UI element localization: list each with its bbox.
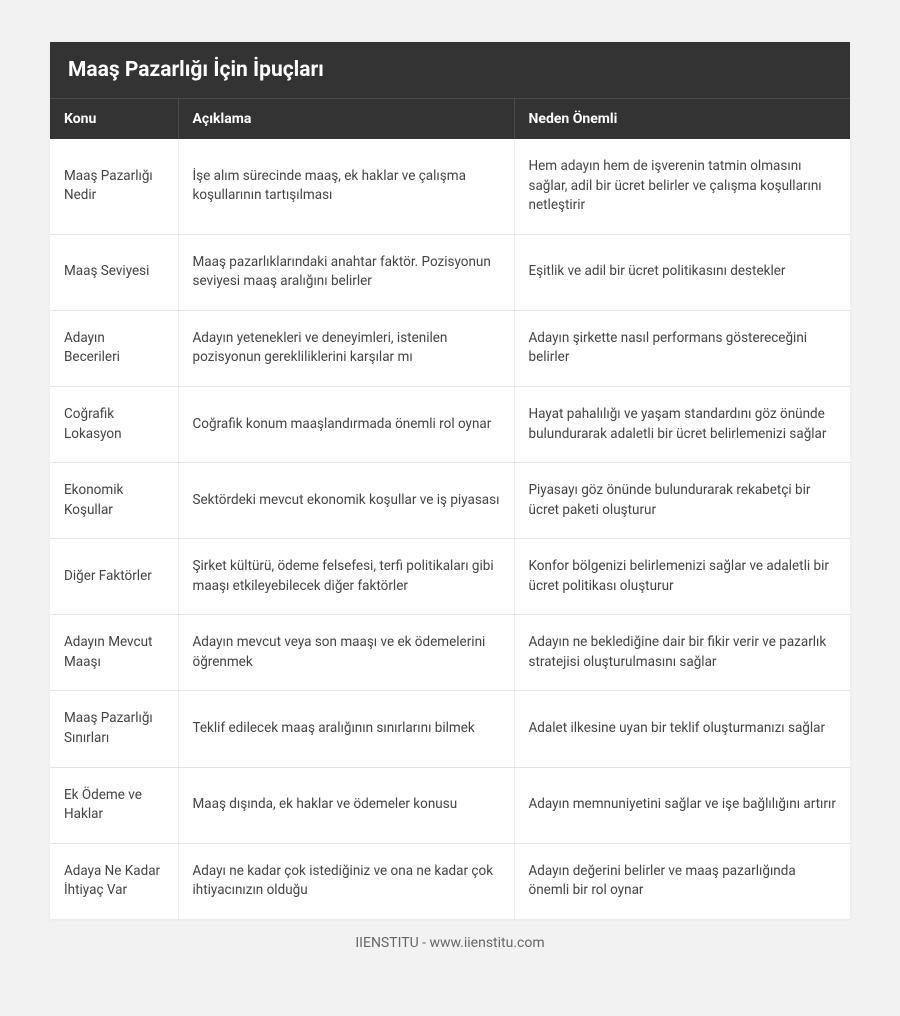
table-row: Ek Ödeme ve HaklarMaaş dışında, ek hakla… bbox=[50, 767, 850, 843]
cell-neden: Piyasayı göz önünde bulundurarak rekabet… bbox=[514, 463, 850, 539]
cell-neden: Adalet ilkesine uyan bir teklif oluşturm… bbox=[514, 691, 850, 767]
cell-neden: Eşitlik ve adil bir ücret politikasını d… bbox=[514, 234, 850, 310]
cell-konu: Adayın Mevcut Maaşı bbox=[50, 615, 178, 691]
cell-aciklama: Maaş dışında, ek haklar ve ödemeler konu… bbox=[178, 767, 514, 843]
cell-aciklama: Maaş pazarlıklarındaki anahtar faktör. P… bbox=[178, 234, 514, 310]
table-card: Maaş Pazarlığı İçin İpuçları Konu Açıkla… bbox=[50, 42, 850, 919]
footer-text: IIENSTITU - www.iienstitu.com bbox=[50, 919, 850, 951]
cell-neden: Hayat pahalılığı ve yaşam standardını gö… bbox=[514, 386, 850, 462]
cell-aciklama: Şirket kültürü, ödeme felsefesi, terfi p… bbox=[178, 539, 514, 615]
cell-aciklama: İşe alım sürecinde maaş, ek haklar ve ça… bbox=[178, 139, 514, 234]
tips-table: Konu Açıklama Neden Önemli Maaş Pazarlığ… bbox=[50, 98, 850, 919]
page-title: Maaş Pazarlığı İçin İpuçları bbox=[50, 42, 850, 98]
table-header-row: Konu Açıklama Neden Önemli bbox=[50, 99, 850, 140]
cell-konu: Coğrafik Lokasyon bbox=[50, 386, 178, 462]
cell-neden: Adayın ne beklediğine dair bir fikir ver… bbox=[514, 615, 850, 691]
table-row: Maaş SeviyesiMaaş pazarlıklarındaki anah… bbox=[50, 234, 850, 310]
table-row: Ekonomik KoşullarSektördeki mevcut ekono… bbox=[50, 463, 850, 539]
cell-neden: Adayın şirkette nasıl performans göstere… bbox=[514, 310, 850, 386]
cell-konu: Ek Ödeme ve Haklar bbox=[50, 767, 178, 843]
col-header-konu: Konu bbox=[50, 99, 178, 140]
cell-konu: Diğer Faktörler bbox=[50, 539, 178, 615]
col-header-aciklama: Açıklama bbox=[178, 99, 514, 140]
cell-aciklama: Adayın mevcut veya son maaşı ve ek ödeme… bbox=[178, 615, 514, 691]
cell-konu: Adayın Becerileri bbox=[50, 310, 178, 386]
cell-konu: Maaş Seviyesi bbox=[50, 234, 178, 310]
cell-neden: Konfor bölgenizi belirlemenizi sağlar ve… bbox=[514, 539, 850, 615]
cell-konu: Maaş Pazarlığı Nedir bbox=[50, 139, 178, 234]
table-row: Adaya Ne Kadar İhtiyaç VarAdayı ne kadar… bbox=[50, 843, 850, 919]
table-row: Adayın BecerileriAdayın yetenekleri ve d… bbox=[50, 310, 850, 386]
cell-aciklama: Sektördeki mevcut ekonomik koşullar ve i… bbox=[178, 463, 514, 539]
cell-neden: Adayın memnuniyetini sağlar ve işe bağlı… bbox=[514, 767, 850, 843]
cell-neden: Hem adayın hem de işverenin tatmin olmas… bbox=[514, 139, 850, 234]
cell-aciklama: Adayı ne kadar çok istediğiniz ve ona ne… bbox=[178, 843, 514, 919]
col-header-neden: Neden Önemli bbox=[514, 99, 850, 140]
table-row: Diğer FaktörlerŞirket kültürü, ödeme fel… bbox=[50, 539, 850, 615]
cell-neden: Adayın değerini belirler ve maaş pazarlı… bbox=[514, 843, 850, 919]
cell-aciklama: Coğrafik konum maaşlandırmada önemli rol… bbox=[178, 386, 514, 462]
cell-konu: Maaş Pazarlığı Sınırları bbox=[50, 691, 178, 767]
table-row: Coğrafik LokasyonCoğrafik konum maaşland… bbox=[50, 386, 850, 462]
table-row: Adayın Mevcut MaaşıAdayın mevcut veya so… bbox=[50, 615, 850, 691]
table-body: Maaş Pazarlığı Nedirİşe alım sürecinde m… bbox=[50, 139, 850, 919]
table-row: Maaş Pazarlığı Nedirİşe alım sürecinde m… bbox=[50, 139, 850, 234]
cell-konu: Ekonomik Koşullar bbox=[50, 463, 178, 539]
table-row: Maaş Pazarlığı SınırlarıTeklif edilecek … bbox=[50, 691, 850, 767]
cell-konu: Adaya Ne Kadar İhtiyaç Var bbox=[50, 843, 178, 919]
cell-aciklama: Teklif edilecek maaş aralığının sınırlar… bbox=[178, 691, 514, 767]
cell-aciklama: Adayın yetenekleri ve deneyimleri, isten… bbox=[178, 310, 514, 386]
